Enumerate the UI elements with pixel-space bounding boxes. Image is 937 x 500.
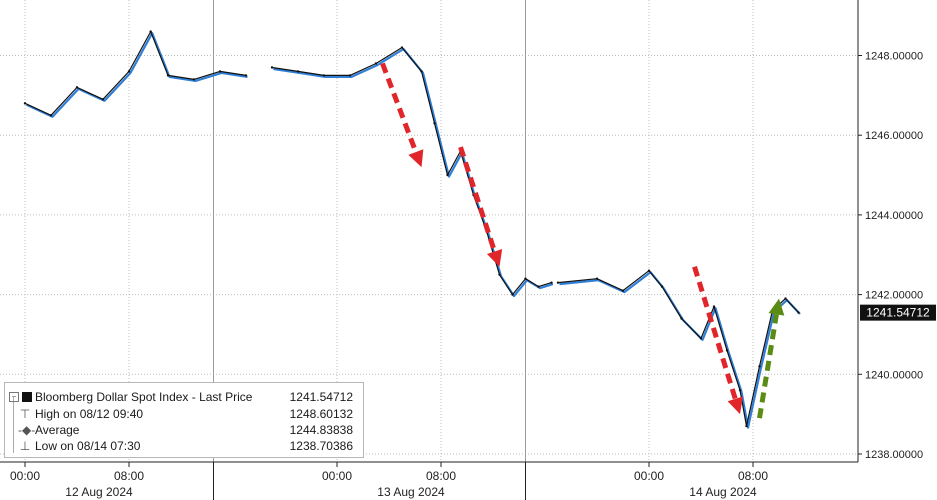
- trend-arrow-head: [486, 249, 503, 267]
- y-tick-label: 1246.00000: [865, 130, 923, 142]
- price-point: [446, 173, 449, 177]
- annotation-layer: [380, 62, 785, 419]
- y-tick-layer: 1248.00000 1246.00000 1244.00000 1242.00000…: [858, 51, 923, 461]
- price-point: [595, 277, 599, 280]
- price-point: [244, 74, 248, 77]
- x-tick-label: 08:00: [114, 469, 144, 483]
- legend-row-average: -◆- Average 1244.83838: [5, 422, 363, 438]
- high-marker-icon: ⊤: [19, 407, 31, 421]
- price-point: [524, 277, 527, 280]
- price-point: [511, 293, 514, 296]
- price-point: [680, 317, 683, 320]
- x-tick-layer: 00:00 08:00 00:00 08:00 00:00 08:00 12 Aug 202…: [10, 462, 768, 500]
- trend-arrow-shaft: [757, 313, 779, 419]
- trend-arrow-head: [408, 149, 424, 168]
- price-point: [23, 102, 27, 105]
- grid-layer: [0, 0, 858, 462]
- price-point: [647, 269, 651, 272]
- legend-label: Bloomberg Dollar Spot Index - Last Price: [35, 390, 253, 404]
- y-tick-label: 1240.00000: [865, 369, 923, 381]
- last-price-tag-label: 1241.54712: [866, 306, 930, 320]
- price-line-shadow: [559, 271, 801, 429]
- legend-value: 1244.83838: [289, 423, 353, 437]
- price-point: [758, 365, 761, 368]
- collapse-icon[interactable]: −: [9, 392, 19, 402]
- x-tick-label: 08:00: [738, 469, 768, 483]
- price-point: [420, 70, 423, 73]
- price-point: [75, 86, 79, 89]
- price-point: [660, 285, 664, 288]
- price-point: [797, 311, 800, 314]
- price-point: [712, 305, 716, 308]
- trend-arrow-head: [768, 298, 785, 316]
- legend-tree-line: [13, 397, 14, 453]
- price-line-shadow: [273, 47, 554, 298]
- price-point: [699, 337, 703, 340]
- legend-label: High on 08/12 09:40: [35, 407, 144, 421]
- price-point: [49, 114, 53, 117]
- series-layer: [23, 30, 801, 429]
- legend-value: 1238.70386: [289, 439, 353, 453]
- series-swatch-icon: [22, 392, 32, 402]
- x-date-label: 14 Aug 2024: [689, 485, 757, 499]
- price-point: [149, 30, 152, 33]
- price-point: [537, 285, 540, 288]
- legend-row-high: ⊤ High on 08/12 09:40 1248.60132: [5, 406, 363, 422]
- legend-value: 1248.60132: [289, 407, 353, 421]
- price-line-shadow: [26, 32, 248, 118]
- low-marker-icon: ⊥: [19, 439, 31, 453]
- average-marker-icon: -◆-: [18, 423, 36, 437]
- price-point: [725, 349, 729, 352]
- x-date-label: 13 Aug 2024: [377, 485, 445, 499]
- y-tick-label: 1244.00000: [865, 210, 923, 222]
- last-price-tag-box: [860, 304, 936, 321]
- price-point: [127, 70, 131, 73]
- legend-row-low: ⊥ Low on 08/14 07:30 1238.70386: [5, 438, 363, 454]
- price-point: [621, 289, 625, 292]
- trend-arrow-head: [727, 396, 743, 415]
- price-point: [498, 273, 501, 276]
- price-point: [101, 98, 105, 101]
- price-point: [784, 297, 787, 300]
- x-tick-label: 08:00: [426, 469, 456, 483]
- price-point: [433, 122, 436, 125]
- price-point: [348, 74, 352, 77]
- price-point: [218, 70, 222, 73]
- price-point: [166, 74, 170, 77]
- y-tick-label: 1238.00000: [865, 449, 923, 461]
- price-point: [745, 424, 748, 428]
- price-line: [24, 31, 247, 116]
- legend-label: Average: [35, 423, 80, 437]
- trend-arrow-shaft: [692, 265, 738, 400]
- legend-label: Low on 08/14 07:30: [35, 439, 141, 453]
- price-point: [322, 74, 326, 77]
- x-tick-label: 00:00: [10, 469, 40, 483]
- trend-arrow-shaft: [458, 146, 497, 253]
- price-point: [738, 389, 742, 392]
- price-point: [556, 281, 560, 284]
- legend: − Bloomberg Dollar Spot Index - Last Pri…: [4, 382, 364, 458]
- x-tick-label: 00:00: [634, 469, 664, 483]
- price-point: [400, 46, 404, 49]
- y-tick-label: 1248.00000: [865, 51, 923, 63]
- x-date-label: 12 Aug 2024: [65, 485, 133, 499]
- y-tick-label: 1242.00000: [865, 290, 923, 302]
- price-point: [192, 78, 196, 81]
- price-point: [296, 70, 300, 73]
- legend-row-last-price: − Bloomberg Dollar Spot Index - Last Pri…: [5, 389, 363, 405]
- price-point: [550, 281, 553, 284]
- legend-value: 1241.54712: [289, 390, 353, 404]
- last-price-tag: 1241.54712: [860, 304, 936, 321]
- x-tick-label: 00:00: [322, 469, 352, 483]
- price-point: [374, 62, 378, 65]
- price-point: [270, 66, 274, 69]
